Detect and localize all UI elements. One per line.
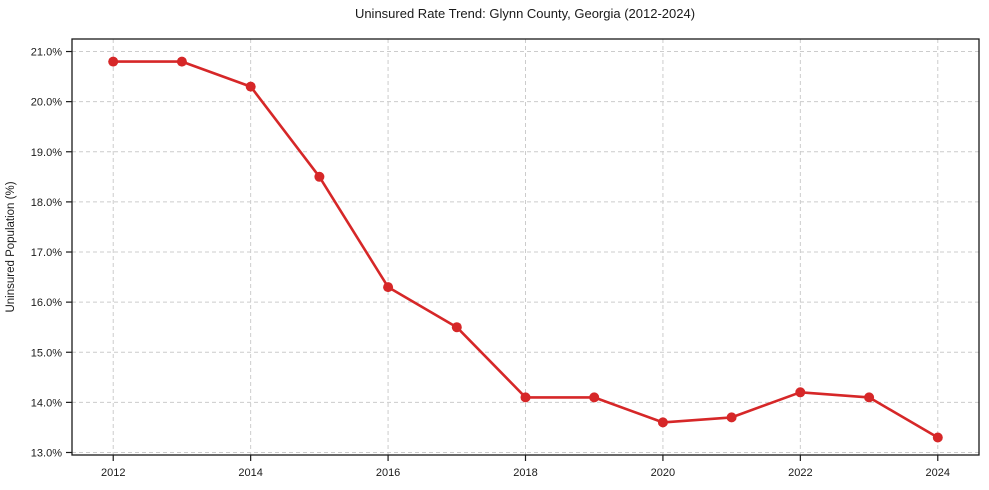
x-tick-label: 2024	[926, 467, 950, 479]
data-point-marker	[314, 171, 325, 182]
y-tick-label: 18.0%	[31, 197, 62, 209]
data-point-marker	[245, 81, 256, 92]
plot-area: 13.0% 14.0% 15.0% 16.0% 17.0% 18.0% 19.0% 20.0%…	[31, 38, 980, 479]
x-tick-label: 2012	[101, 467, 125, 479]
x-tick-label: 2014	[238, 467, 262, 479]
data-point-marker	[589, 392, 600, 403]
data-point-marker	[864, 392, 875, 403]
data-point-marker	[795, 387, 806, 398]
data-point-marker	[726, 412, 737, 423]
y-tick-label: 20.0%	[31, 97, 62, 109]
chart-title: Uninsured Rate Trend: Glynn County, Geor…	[355, 6, 695, 21]
y-tick-label: 19.0%	[31, 147, 62, 159]
y-tick-label: 16.0%	[31, 297, 62, 309]
data-point-marker	[932, 432, 943, 443]
data-point-marker	[520, 392, 531, 403]
y-tick-label: 15.0%	[31, 347, 62, 359]
x-tick-label: 2016	[376, 467, 400, 479]
data-point-marker	[176, 56, 187, 67]
data-point-marker	[657, 417, 668, 428]
x-tick-label: 2022	[788, 467, 812, 479]
x-tick-label: 2020	[651, 467, 675, 479]
y-tick-label: 21.0%	[31, 47, 62, 59]
data-point-marker	[451, 322, 462, 333]
data-point-marker	[108, 56, 119, 67]
y-axis-title: Uninsured Population (%)	[5, 181, 17, 312]
x-tick-label: 2018	[513, 467, 537, 479]
data-point-marker	[383, 282, 394, 293]
y-tick-label: 17.0%	[31, 247, 62, 259]
y-tick-label: 14.0%	[31, 397, 62, 409]
y-tick-label: 13.0%	[31, 447, 62, 459]
